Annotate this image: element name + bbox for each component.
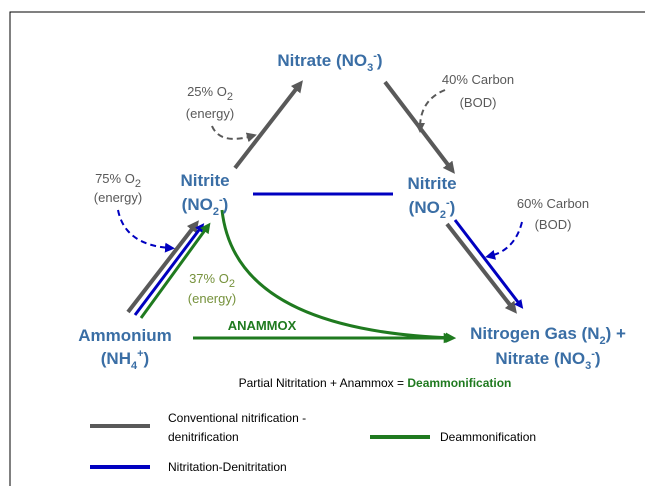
- text-part: Nitrate (NO: [277, 51, 367, 70]
- text-part: ): [595, 349, 601, 368]
- annotation: (BOD): [535, 217, 572, 232]
- text-part: 2: [599, 335, 605, 347]
- arrow: [139, 222, 211, 319]
- node-label: (NO2-): [182, 194, 229, 218]
- annotation: (energy): [94, 190, 142, 205]
- node-label: Nitrogen Gas (N2) +: [470, 324, 626, 347]
- dashed-arrow: [117, 209, 175, 253]
- text-part: 2: [213, 206, 219, 218]
- annotation: (energy): [186, 106, 234, 121]
- annotation: ANAMMOX: [228, 318, 297, 333]
- frame: [9, 11, 645, 486]
- text-part: Deammonification: [407, 376, 511, 390]
- node-label: Nitrate (NO3-): [277, 50, 382, 74]
- text-part: (NH: [101, 349, 131, 368]
- text-part: 2: [135, 178, 141, 190]
- text-part: ): [377, 51, 383, 70]
- text-part: 25% O: [187, 84, 227, 99]
- text-part: 3: [367, 62, 373, 74]
- arrow: [445, 222, 517, 314]
- equation: Partial Nitritation + Anammox = Deammoni…: [239, 376, 512, 390]
- text-part: -: [219, 194, 223, 206]
- text-part: -: [446, 197, 450, 209]
- dashed-arrow: [485, 221, 523, 260]
- text-part: -: [591, 348, 595, 360]
- node-label: Nitrate (NO3-): [495, 348, 600, 372]
- node-label: Ammonium: [78, 326, 172, 345]
- text-part: Partial Nitritation + Anammox =: [239, 376, 408, 390]
- node-label: Nitrite: [407, 174, 456, 193]
- annotation: (energy): [188, 291, 236, 306]
- text-part: Nitrate (NO: [495, 349, 585, 368]
- arrow: [126, 220, 199, 314]
- arrow: [220, 209, 457, 344]
- text-part: +: [137, 348, 143, 360]
- dashed-arrow: [415, 89, 446, 133]
- annotation: 37% O2: [189, 271, 235, 290]
- text-part: 2: [229, 278, 235, 290]
- annotation: 25% O2: [187, 84, 233, 103]
- node-label: (NO2-): [409, 197, 456, 221]
- legend-label: Conventional nitrification -: [168, 411, 306, 425]
- arrow: [233, 80, 303, 170]
- annotation: (BOD): [460, 95, 497, 110]
- arrows: [117, 80, 524, 344]
- text-part: 37% O: [189, 271, 229, 286]
- arrow: [453, 219, 524, 309]
- text-part: (NO: [409, 198, 440, 217]
- text-part: Nitrogen Gas (N: [470, 324, 599, 343]
- text-part: 2: [227, 91, 233, 103]
- text-part: 2: [440, 209, 446, 221]
- text-part: 3: [585, 360, 591, 372]
- legend-label: Nitritation-Denitritation: [168, 460, 287, 474]
- text-part: (NO: [182, 195, 213, 214]
- text-part: 75% O: [95, 171, 135, 186]
- text-part: 4: [131, 360, 138, 372]
- arrow: [383, 80, 455, 174]
- text-part: -: [373, 50, 377, 62]
- annotation: 40% Carbon: [442, 72, 514, 87]
- annotation: 75% O2: [95, 171, 141, 190]
- dashed-arrow: [211, 125, 257, 143]
- legend-label: Deammonification: [440, 430, 536, 444]
- text-part: ): [450, 198, 456, 217]
- node-label: Nitrite: [180, 171, 229, 190]
- annotation: 60% Carbon: [517, 196, 589, 211]
- text-part: ) +: [606, 324, 626, 343]
- text-part: ): [144, 349, 150, 368]
- text-part: ): [223, 195, 229, 214]
- legend-label: denitrification: [168, 430, 239, 444]
- arrow: [133, 223, 205, 316]
- node-label: (NH4+): [101, 348, 149, 372]
